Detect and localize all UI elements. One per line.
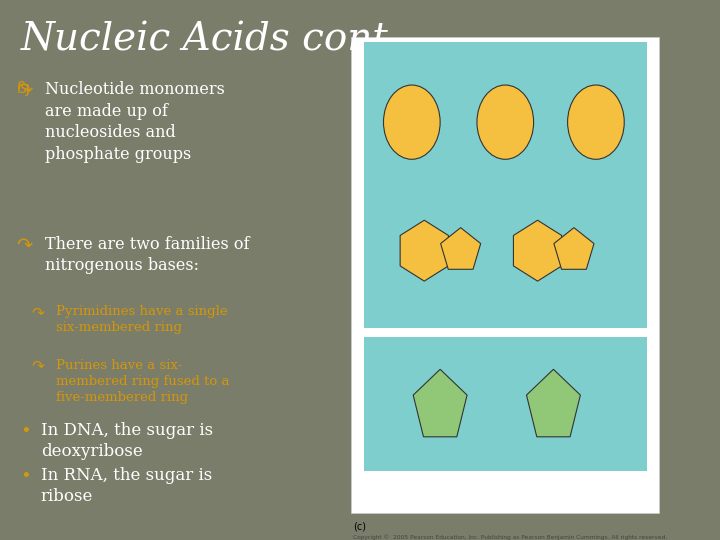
Text: ↷: ↷ xyxy=(17,81,33,100)
Text: Nucleic Acids cont.: Nucleic Acids cont. xyxy=(20,22,401,59)
Polygon shape xyxy=(513,220,562,281)
Text: ↷: ↷ xyxy=(17,236,33,255)
Polygon shape xyxy=(400,220,449,281)
Text: Nucleotide monomers
are made up of
nucleosides and
phosphate groups: Nucleotide monomers are made up of nucle… xyxy=(45,81,225,163)
Polygon shape xyxy=(526,369,580,437)
Text: Pyrimidines have a single
six-membered ring: Pyrimidines have a single six-membered r… xyxy=(55,305,228,334)
Text: ↷: ↷ xyxy=(32,305,45,320)
Text: There are two families of
nitrogenous bases:: There are two families of nitrogenous ba… xyxy=(45,236,249,274)
Ellipse shape xyxy=(477,85,534,159)
Text: •: • xyxy=(20,422,31,440)
Ellipse shape xyxy=(567,85,624,159)
Text: ↷: ↷ xyxy=(32,359,45,374)
Bar xyxy=(364,42,647,328)
Bar xyxy=(351,37,660,514)
Bar xyxy=(364,338,647,470)
Polygon shape xyxy=(441,228,481,269)
Text: •: • xyxy=(20,468,31,485)
Text: ßȷ: ßȷ xyxy=(17,81,31,96)
Text: In RNA, the sugar is
ribose: In RNA, the sugar is ribose xyxy=(41,468,212,505)
Polygon shape xyxy=(554,228,594,269)
Text: (c): (c) xyxy=(354,521,366,531)
Text: Purines have a six-
membered ring fused to a
five-membered ring: Purines have a six- membered ring fused … xyxy=(55,359,229,403)
Ellipse shape xyxy=(384,85,440,159)
Text: Copyright ©  2005 Pearson Education, Inc. Publishing as Pearson Benjamin Cumming: Copyright © 2005 Pearson Education, Inc.… xyxy=(354,534,667,540)
Polygon shape xyxy=(413,369,467,437)
Text: In DNA, the sugar is
deoxyribose: In DNA, the sugar is deoxyribose xyxy=(41,422,213,460)
